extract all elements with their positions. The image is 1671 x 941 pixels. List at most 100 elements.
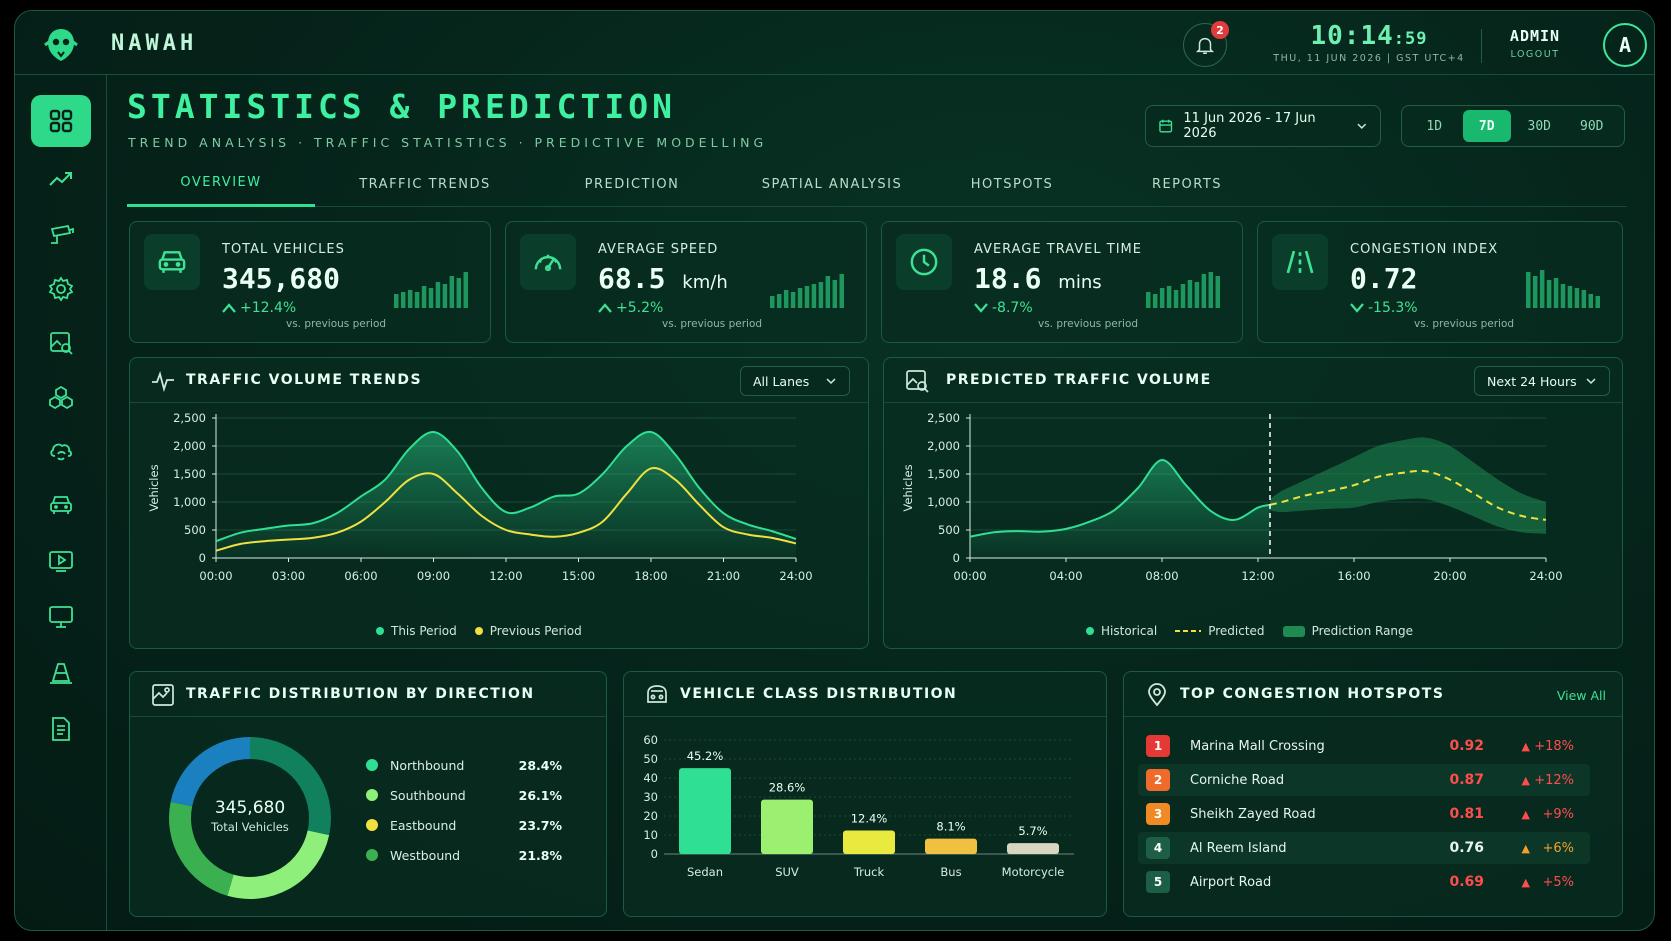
sidebar-item-monitoring[interactable]: [31, 591, 91, 643]
legend-value: 23.7%: [518, 817, 562, 833]
range-button-7d[interactable]: 7D: [1462, 110, 1511, 142]
spark-bar: [456, 278, 462, 308]
chevron-down-icon: [1586, 378, 1596, 385]
vehicle-class-panel: VEHICLE CLASS DISTRIBUTION 0 10 20 30 40 50 60…: [623, 671, 1107, 917]
hotspot-row[interactable]: 2 Corniche Road 0.87 ▲ +12%: [1138, 764, 1590, 796]
tab-prediction[interactable]: PREDICTION: [584, 176, 680, 192]
spark-bar: [1588, 294, 1594, 308]
hotspot-row[interactable]: 4 Al Reem Island 0.76 ▲ +6%: [1138, 832, 1590, 864]
x-tick-label: 00:00: [199, 569, 232, 583]
x-tick-label: 20:00: [1433, 569, 1466, 583]
range-selector: 1D 7D 30D 90D: [1401, 105, 1625, 147]
sidebar-item-dashboard[interactable]: [31, 95, 91, 147]
traffic-volume-trends-panel: TRAFFIC VOLUME TRENDS All Lanes 0 500 1,00…: [129, 357, 869, 649]
y-tick-label: 1,500: [173, 467, 206, 481]
donut-slice-eastbound: [169, 801, 234, 896]
hotspot-rank: 4: [1146, 837, 1170, 859]
logout-link[interactable]: LOGOUT: [1510, 49, 1560, 60]
tab-spatial-analysis[interactable]: SPATIAL ANALYSIS: [761, 176, 903, 192]
kpi-icon-box: [1272, 234, 1328, 290]
sidebar-item-trends[interactable]: [31, 153, 91, 205]
legend-item: Eastbound 23.7%: [366, 810, 562, 840]
sidebar-item-models[interactable]: [31, 371, 91, 423]
spark-bar: [790, 292, 796, 308]
avatar[interactable]: A: [1603, 23, 1647, 67]
legend-swatch: [474, 627, 483, 635]
kpi-comparison-note: vs. previous period: [662, 318, 763, 330]
hotspot-name: Marina Mall Crossing: [1190, 738, 1325, 754]
tab-overview[interactable]: OVERVIEW: [127, 161, 315, 207]
page-title: STATISTICS & PREDICTION: [127, 87, 676, 126]
sidebar-item-reports[interactable]: [31, 703, 91, 755]
hotspot-name: Corniche Road: [1190, 772, 1285, 788]
x-tick-label: 09:00: [417, 569, 450, 583]
hotspot-change: +6%: [1542, 840, 1574, 856]
panel-divider: [130, 716, 606, 717]
kpi-card-average-travel-time: AVERAGE TRAVEL TIME 18.6 mins -8.7% vs. …: [881, 221, 1243, 343]
arrow-down-icon: [1350, 303, 1364, 313]
y-tick-label: 20: [643, 809, 658, 823]
spark-bar: [1581, 290, 1587, 308]
bar-suv: [761, 799, 813, 854]
tab-traffic-trends[interactable]: TRAFFIC TRENDS: [359, 176, 491, 192]
tab-hotspots[interactable]: HOTSPOTS: [970, 176, 1054, 192]
y-tick-label: 50: [643, 752, 658, 766]
arrow-up-icon: [222, 303, 236, 313]
legend-swatch: [376, 627, 384, 635]
y-tick-label: 40: [643, 771, 658, 785]
legend-swatch-dashed: [1175, 630, 1202, 632]
bar-sedan: [679, 768, 731, 854]
lanes-dropdown[interactable]: All Lanes: [740, 366, 850, 396]
range-button-1d[interactable]: 1D: [1426, 118, 1443, 134]
legend-value: 26.1%: [518, 787, 562, 803]
this-period-line: [215, 430, 797, 543]
bar-value-label: 5.7%: [1018, 824, 1047, 838]
hotspot-row[interactable]: 3 Sheikh Zayed Road 0.81 ▲ +9%: [1138, 798, 1590, 830]
now-marker-label: Now: [1257, 408, 1282, 411]
logo-icon: [44, 29, 78, 61]
kpi-card-average-speed: AVERAGE SPEED 68.5 km/h +5.2% vs. previo…: [505, 221, 867, 343]
hotspot-rank: 1: [1146, 735, 1170, 757]
kpi-unit: km/h: [682, 272, 728, 293]
sidebar-item-sync[interactable]: [31, 425, 91, 477]
bar-value-label: 45.2%: [687, 749, 724, 763]
range-button-90d[interactable]: 90D: [1580, 118, 1604, 134]
range-button-30d[interactable]: 30D: [1527, 118, 1551, 134]
sidebar-item-incidents[interactable]: [31, 647, 91, 699]
map-pin-icon: [1148, 683, 1166, 707]
hotspot-change: +12%: [1534, 772, 1574, 788]
image-search-icon: [50, 332, 73, 355]
prediction-range-band: [1270, 437, 1546, 534]
clock-date: THU, 11 JUN 2026 | GST UTC+4: [1273, 53, 1465, 64]
traffic-volume-chart: 0 500 1,000 1,500 2,000 2,500 00:00 03:00 06:00 0…: [147, 411, 813, 583]
sidebar-item-cameras[interactable]: [31, 209, 91, 261]
hotspot-row[interactable]: 1 Marina Mall Crossing 0.92 ▲ +18%: [1138, 730, 1590, 762]
hotspot-index: 0.92: [1449, 738, 1484, 754]
date-range-picker[interactable]: 11 Jun 2026 - 17 Jun 2026: [1145, 105, 1381, 147]
user-menu[interactable]: ADMIN LOGOUT: [1485, 27, 1585, 60]
sidebar-item-vehicles[interactable]: [31, 479, 91, 531]
legend-swatch: [366, 759, 378, 771]
legend-label: Southbound: [390, 787, 466, 803]
panel-title: TRAFFIC VOLUME TRENDS: [186, 372, 423, 388]
hotspot-rank: 2: [1146, 769, 1170, 791]
tab-reports[interactable]: REPORTS: [1151, 176, 1223, 192]
x-tick-label: 06:00: [344, 569, 377, 583]
sidebar-item-image-analysis[interactable]: [31, 317, 91, 369]
view-all-link[interactable]: View All: [1556, 688, 1606, 703]
horizon-dropdown[interactable]: Next 24 Hours: [1474, 366, 1610, 396]
hotspot-row[interactable]: 5 Airport Road 0.69 ▲ +5%: [1138, 866, 1590, 898]
spark-bar: [811, 284, 817, 308]
legend-value: 21.8%: [518, 847, 562, 863]
legend-swatch: [1086, 627, 1094, 635]
bar-truck: [843, 830, 895, 854]
spark-bar: [1532, 276, 1538, 308]
spark-bar: [1546, 280, 1552, 308]
sidebar-item-playback[interactable]: [31, 535, 91, 587]
notifications-button[interactable]: [1183, 23, 1227, 67]
sidebar-item-settings[interactable]: [31, 263, 91, 315]
direction-legend: Northbound 28.4% Southbound 26.1% Eastboun…: [366, 750, 562, 870]
y-tick-label: 2,000: [927, 439, 960, 453]
x-tick-label: 12:00: [489, 569, 522, 583]
legend-swatch: [366, 819, 378, 831]
